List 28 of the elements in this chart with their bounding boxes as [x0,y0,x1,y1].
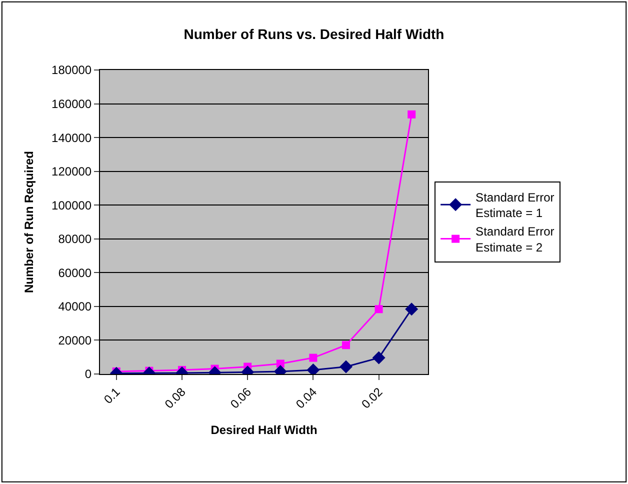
y-tick-label: 0 [84,367,92,382]
y-tick-label: 100000 [52,198,92,212]
y-tick-label: 60000 [58,266,92,280]
point [408,110,416,118]
chart-title: Number of Runs vs. Desired Half Width [184,26,444,42]
point [405,302,418,316]
point [374,305,383,314]
point [309,354,318,362]
x-tick-label: 0.06 [228,384,254,412]
x-tick-label: 0.02 [358,384,386,412]
x-tick-label: 0.08 [162,384,189,412]
y-tick-label: 20000 [58,333,92,348]
y-tick-label: 160000 [52,96,92,111]
legend-label: Standard Error Estimate = 1 [476,190,554,220]
y-axis-title: Number of Run Required [22,150,36,294]
point [342,341,350,350]
point [372,351,386,364]
y-tick-label: 40000 [58,300,92,314]
x-axis-title: Desired Half Width [210,423,318,438]
point [276,360,284,368]
y-tick-label: 180000 [52,63,92,78]
x-tick-label: 0.1 [101,384,123,407]
y-tick-label: 120000 [52,164,92,179]
point [340,360,352,374]
legend-label: Standard Error Estimate = 2 [476,224,554,254]
y-tick-label: 80000 [58,232,92,246]
x-tick-label: 0.04 [293,384,320,412]
y-tick-label: 140000 [52,130,92,145]
